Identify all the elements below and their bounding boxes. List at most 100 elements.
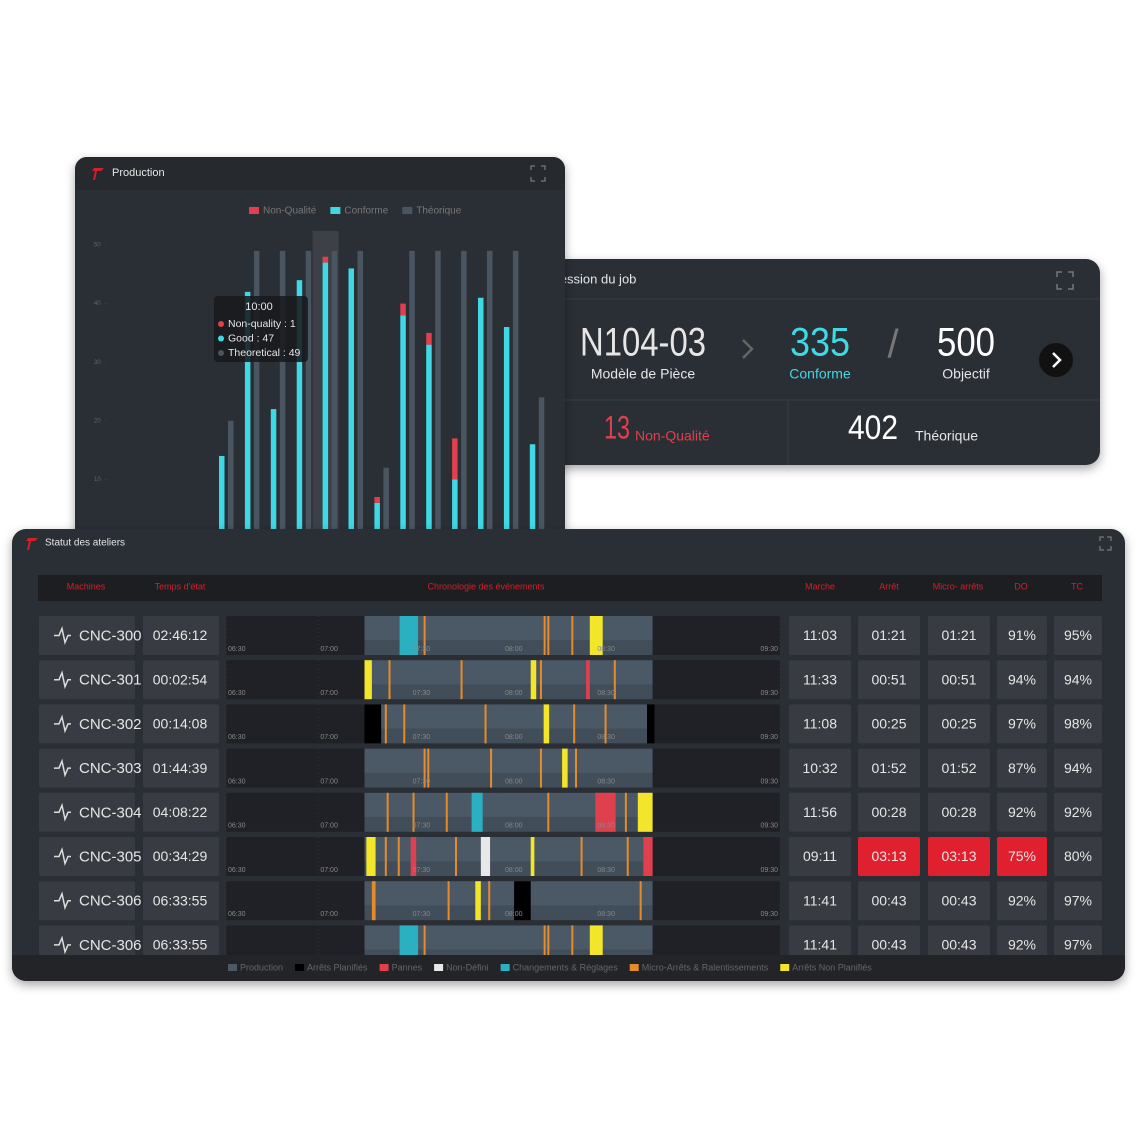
stat-value: 94% xyxy=(1008,671,1036,687)
legend-swatch xyxy=(434,964,444,971)
timeline-tick-label: 08:00 xyxy=(505,690,523,697)
event-segment xyxy=(624,792,627,832)
machine-name: CNC-306 xyxy=(79,893,142,910)
event-segment xyxy=(384,704,387,744)
status-icon xyxy=(54,891,71,911)
stat-cell xyxy=(1054,704,1102,744)
time-cell xyxy=(143,837,219,876)
bar xyxy=(461,250,467,539)
stat-value: 00:28 xyxy=(871,804,906,820)
tooltip-title: 10:00 xyxy=(245,301,273,313)
stat-value: 00:43 xyxy=(941,892,976,908)
event-segment xyxy=(399,925,419,965)
stat-value: 00:43 xyxy=(871,892,906,908)
timeline-tick-label: 07:00 xyxy=(320,734,338,741)
event-segment xyxy=(484,704,487,744)
bar xyxy=(357,250,363,539)
event-segment xyxy=(547,925,550,965)
stat-value: 00:43 xyxy=(871,937,906,953)
stat-cell xyxy=(789,660,851,700)
timeline-tick-label: 06:30 xyxy=(228,778,246,785)
bar xyxy=(253,250,260,539)
stat-value: 87% xyxy=(1008,760,1036,776)
expand-icon[interactable] xyxy=(530,165,546,182)
legend-swatch xyxy=(330,207,341,214)
stat-value: 91% xyxy=(1008,627,1036,643)
time-cell xyxy=(143,704,219,744)
event-segment xyxy=(399,616,419,655)
part-number: N104-03 xyxy=(580,321,706,365)
machine-name: CNC-304 xyxy=(79,804,142,821)
timeline-tick-label: 08:30 xyxy=(597,778,615,785)
stat-value: 11:56 xyxy=(803,804,837,820)
stat-cell xyxy=(928,748,990,788)
stat-cell xyxy=(858,660,920,700)
y-tick-label: 20 xyxy=(94,418,101,424)
legend-label: Non-Qualité xyxy=(263,206,317,217)
state-time: 00:02:54 xyxy=(153,671,208,687)
timeline-tick-label: 07:30 xyxy=(413,778,431,785)
event-segment xyxy=(613,660,616,700)
target-label: Objectif xyxy=(942,366,990,382)
stat-value: 97% xyxy=(1064,937,1092,953)
stat-value: 80% xyxy=(1064,848,1092,864)
column-header: Machines xyxy=(67,581,106,591)
event-segment xyxy=(384,837,387,876)
stat-value: 09:11 xyxy=(803,848,837,864)
tooltip-dot xyxy=(218,321,224,327)
machine-cell xyxy=(39,616,135,655)
panel-title: Production xyxy=(112,167,165,179)
event-segment xyxy=(589,616,603,655)
legend-label: Pannes xyxy=(392,962,423,972)
production-segment xyxy=(364,748,653,788)
stat-value: 00:43 xyxy=(941,937,976,953)
y-tick-label: 40 xyxy=(94,301,101,307)
status-icon xyxy=(54,847,71,866)
event-segment xyxy=(366,837,376,876)
panel-bg xyxy=(75,157,565,547)
timeline-tick-label: 08:00 xyxy=(505,734,523,741)
segment-shade xyxy=(364,905,653,921)
tooltip-line: Theoretical : 49 xyxy=(228,347,301,359)
bar xyxy=(305,250,312,539)
event-segment xyxy=(447,881,450,921)
legend-swatch xyxy=(500,964,510,971)
production-segment xyxy=(364,881,653,921)
stat-cell xyxy=(858,881,920,921)
stat-cell xyxy=(928,616,990,655)
machine-name: CNC-301 xyxy=(79,672,142,689)
event-segment xyxy=(571,925,574,965)
timeline-tick-label: 08:30 xyxy=(597,823,615,830)
time-cell xyxy=(143,660,219,700)
event-segment xyxy=(595,792,616,832)
timeline-tick-label: 07:00 xyxy=(320,823,338,830)
legend-swatch xyxy=(629,964,639,971)
bar xyxy=(279,250,286,539)
stat-value: 97% xyxy=(1008,716,1036,732)
machine-cell xyxy=(39,792,135,832)
legend-swatch xyxy=(402,207,413,214)
stat-cell xyxy=(858,748,920,788)
timeline-tick-label: 09:30 xyxy=(760,911,778,918)
stat-cell xyxy=(997,660,1047,700)
machine-name: CNC-306 xyxy=(79,937,142,954)
legend-label: Arrêts Planifiés xyxy=(307,962,368,972)
timeline-tick-label: 06:30 xyxy=(228,646,246,653)
expand-icon[interactable] xyxy=(1056,271,1074,290)
event-segment xyxy=(388,660,391,700)
machine-cell xyxy=(39,704,135,744)
next-button[interactable] xyxy=(1039,343,1073,377)
stat-value: 92% xyxy=(1064,804,1092,820)
event-segment xyxy=(403,704,406,744)
machine-cell xyxy=(39,660,135,700)
expand-icon[interactable] xyxy=(1099,536,1112,551)
machine-name: CNC-302 xyxy=(79,716,142,733)
good-label: Conforme xyxy=(789,366,851,382)
stat-cell xyxy=(789,837,851,876)
stat-cell xyxy=(928,837,990,876)
column-header: Chronologie des événements xyxy=(427,581,545,591)
stat-value: 92% xyxy=(1008,804,1036,820)
stat-cell xyxy=(858,616,920,655)
timeline-tick-label: 07:00 xyxy=(320,778,338,785)
